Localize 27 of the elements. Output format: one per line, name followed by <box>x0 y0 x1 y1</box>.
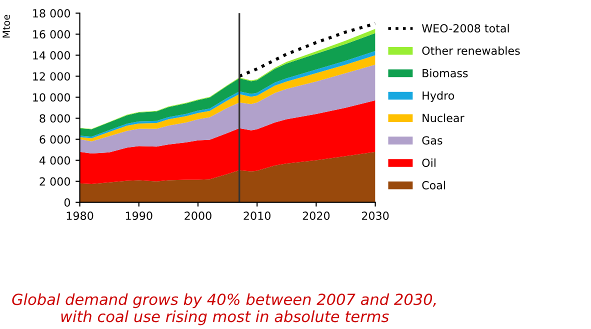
x-tick-label: 1980 <box>66 212 94 220</box>
y-tick-label: 2 000 <box>40 177 70 186</box>
legend-label: Biomass <box>422 68 468 78</box>
y-tick-label: 8 000 <box>40 114 70 123</box>
y-tick-label: 18 000 <box>33 9 70 18</box>
legend-label: Oil <box>422 158 436 168</box>
y-tick-label: 10 000 <box>33 93 70 102</box>
legend-label: Gas <box>422 136 442 145</box>
x-tick-label: 2030 <box>362 212 389 220</box>
y-tick-label: 4 000 <box>39 156 70 165</box>
x-tick-label: 1990 <box>126 212 152 220</box>
x-tick-label: 2010 <box>244 212 270 220</box>
y-tick-label: 16 000 <box>33 30 70 39</box>
y-axis-title: Mtoe <box>2 14 10 38</box>
text: Global demand grows by 40% between 2007 and 2030, with coal use rising most in absolute terms <box>12 293 436 326</box>
x-tick-label: 2000 <box>184 212 212 220</box>
legend-label: Hydro <box>422 91 454 102</box>
y-tick-label: 0 <box>64 198 70 207</box>
y-tick-label: 12 000 <box>33 72 70 81</box>
legend-label: Coal <box>422 180 445 190</box>
x-tick-label: 2020 <box>302 212 330 220</box>
y-tick-label: 6 000 <box>40 135 70 144</box>
legend-label: Nuclear <box>422 114 464 122</box>
legend-label: WEO-2008 total <box>422 24 509 32</box>
line-series <box>238 22 376 78</box>
legend-label: Other renewables <box>422 46 520 55</box>
y-tick-label: 14 000 <box>33 51 70 60</box>
